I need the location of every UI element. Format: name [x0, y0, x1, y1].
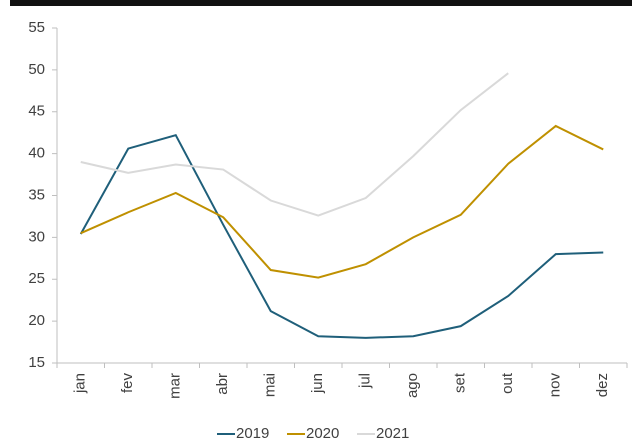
y-tick-label: 45: [28, 103, 45, 120]
y-tick-label: 55: [28, 19, 45, 36]
x-tick-label: jun: [309, 373, 326, 394]
x-tick-label: dez: [594, 373, 611, 397]
x-tick-label: out: [499, 372, 516, 394]
x-tick-label: mar: [167, 373, 184, 399]
x-tick-label: set: [452, 372, 469, 393]
series-line: [79, 134, 604, 339]
x-tick-label: jul: [357, 373, 374, 389]
x-tick-label: abr: [214, 373, 231, 395]
y-tick-label: 25: [28, 270, 45, 287]
y-tick-label: 20: [28, 312, 45, 329]
y-tick-label: 30: [28, 228, 45, 245]
top-border: [10, 0, 632, 6]
x-tick-label: jan: [72, 373, 89, 394]
y-tick-label: 15: [28, 354, 45, 371]
legend-label: 2019: [236, 425, 269, 442]
x-tick-label: fev: [119, 373, 136, 394]
series-line: [80, 124, 604, 279]
x-tick-label: nov: [547, 373, 564, 398]
y-tick-label: 35: [28, 186, 45, 203]
y-tick-label: 40: [28, 145, 45, 162]
legend-label: 2021: [376, 425, 409, 442]
series-line: [80, 72, 509, 217]
x-tick-label: ago: [404, 373, 421, 398]
legend-label: 2020: [306, 425, 339, 442]
x-tick-label: mai: [262, 373, 279, 397]
y-tick-label: 50: [28, 61, 45, 78]
